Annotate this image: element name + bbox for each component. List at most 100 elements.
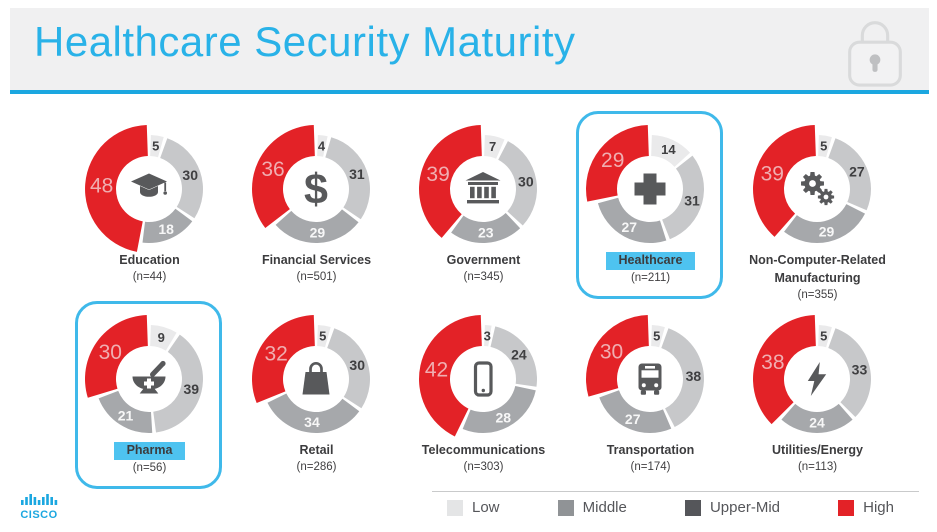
segment-upper_mid <box>599 390 672 433</box>
industry-n-label: (n=303) <box>463 461 504 473</box>
industry-n-label: (n=355) <box>797 289 838 301</box>
bank-icon <box>465 172 501 204</box>
industry-label-block: Financial Services (n=501) <box>233 251 400 283</box>
industry-label-block: Utilities/Energy (n=113) <box>734 441 901 473</box>
industry-label-block: Pharma (n=56) <box>66 441 233 474</box>
segment-value-middle: 24 <box>511 346 527 362</box>
lightning-bolt-icon <box>807 362 827 396</box>
segment-value-upper_mid: 34 <box>304 414 320 430</box>
industry-label-block: Non-Computer-Related Manufacturing (n=355… <box>734 251 901 301</box>
shopping-bag-icon <box>302 362 330 395</box>
segment-value-low: 5 <box>152 139 159 154</box>
chart-row-1: 5 30 18 48 Education (n=44) $4 31 29 36 Financ… <box>66 111 901 301</box>
industry-label-block: Government (n=345) <box>400 251 567 283</box>
segment-value-high: 29 <box>601 149 624 172</box>
segment-value-upper_mid: 27 <box>621 219 637 235</box>
segment-high <box>753 125 816 237</box>
industry-n-label: (n=174) <box>630 461 671 473</box>
segment-middle <box>153 334 203 433</box>
segment-high <box>251 125 315 229</box>
industry-card-transportation: 5 38 27 30 Transportation (n=174) <box>567 302 734 489</box>
industry-n-label: (n=501) <box>296 271 337 283</box>
legend-swatch-high <box>838 499 855 516</box>
smartphone-icon <box>473 361 493 397</box>
segment-low <box>317 135 328 157</box>
legend-label: Middle <box>582 499 627 516</box>
chart-row-2: 9 39 21 30 Pharma (n=56) 5 30 34 32 Retail (n=… <box>66 301 901 489</box>
industry-card-government: 7 30 23 39 Government (n=345) <box>400 112 567 299</box>
segment-low <box>150 325 177 351</box>
segment-value-low: 5 <box>653 329 660 344</box>
industry-name: Transportation <box>606 443 695 457</box>
segment-high <box>419 125 482 238</box>
donut-chart-telecommunications: 3 24 28 42 <box>419 315 538 437</box>
segment-value-high: 39 <box>426 163 449 186</box>
segment-middle <box>498 141 537 226</box>
industry-card-pharma: 9 39 21 30 Pharma (n=56) <box>66 301 233 489</box>
industry-n-label: (n=211) <box>630 271 671 284</box>
donut-chart-government: 7 30 23 39 <box>419 125 537 244</box>
segment-value-low: 5 <box>820 139 827 154</box>
segment-value-low: 14 <box>661 142 676 157</box>
segment-value-low: 5 <box>820 329 827 344</box>
header-accent-line <box>10 90 929 94</box>
legend-swatch-middle <box>557 499 574 516</box>
industry-card-utilities-energy: 5 33 24 38 Utilities/Energy (n=113) <box>734 302 901 489</box>
industry-name: Financial Services <box>261 253 372 267</box>
industry-card-telecommunications: 3 24 28 42 Telecommunications (n=303) <box>400 302 567 489</box>
segment-middle <box>662 155 705 240</box>
segment-middle <box>828 138 871 211</box>
segment-value-low: 3 <box>484 328 491 343</box>
segment-value-upper_mid: 29 <box>819 223 835 239</box>
legend-label: Upper-Mid <box>709 499 780 516</box>
industry-name: Telecommunications <box>421 443 546 457</box>
segment-upper_mid <box>597 197 667 243</box>
segment-middle <box>325 137 371 220</box>
segment-middle <box>828 328 871 418</box>
segment-value-middle: 30 <box>182 167 198 183</box>
legend-label: High <box>863 499 894 516</box>
legend-item-high: High <box>838 499 894 516</box>
segment-low <box>818 135 832 158</box>
segment-low <box>818 325 832 348</box>
segment-value-high: 48 <box>90 175 113 198</box>
segment-value-upper_mid: 28 <box>496 409 512 425</box>
segment-value-middle: 31 <box>349 166 365 182</box>
segment-low <box>317 325 331 348</box>
donut-chart-healthcare: 14 31 27 29 <box>586 125 705 243</box>
industry-n-label: (n=113) <box>797 461 838 473</box>
dollar-icon: $ <box>304 166 328 214</box>
cisco-logo-bars-icon <box>21 494 58 505</box>
industry-n-label: (n=44) <box>132 271 167 283</box>
industry-card-non-computer-related-manufacturing: 5 27 29 39 Non-Computer-Related Manufacturin… <box>734 112 901 301</box>
industry-name: Utilities/Energy <box>772 443 863 457</box>
segment-value-high: 30 <box>600 340 623 363</box>
donut-chart-non-computer-related-manufacturing: 5 27 29 39 <box>753 125 871 243</box>
segment-value-high: 36 <box>261 158 284 181</box>
segment-value-high: 39 <box>761 162 784 185</box>
donut-chart-transportation: 5 38 27 30 <box>586 315 704 433</box>
industry-label-block: Transportation (n=174) <box>567 441 734 473</box>
donut-chart-education: 5 30 18 48 <box>85 125 203 252</box>
segment-upper_mid <box>275 209 359 243</box>
cisco-logo: cisco <box>16 492 62 521</box>
segment-value-middle: 39 <box>183 381 199 397</box>
segment-upper_mid <box>98 390 153 433</box>
donut-chart-pharma: 9 39 21 30 <box>85 315 203 433</box>
segment-value-upper_mid: 27 <box>625 411 641 427</box>
segment-high <box>753 315 816 425</box>
segment-high <box>419 315 482 437</box>
segment-low <box>150 135 164 158</box>
industry-card-education: 5 30 18 48 Education (n=44) <box>66 112 233 299</box>
industry-name: Retail <box>299 443 334 457</box>
segment-value-middle: 27 <box>849 164 865 180</box>
slide-header: Healthcare Security Maturity <box>10 8 929 90</box>
segment-high <box>586 315 649 397</box>
industry-n-label: (n=286) <box>296 461 337 473</box>
industry-label-block: Telecommunications (n=303) <box>400 441 567 473</box>
segment-value-high: 32 <box>264 343 287 366</box>
segment-high <box>252 315 315 404</box>
segment-middle <box>160 138 203 219</box>
segment-value-low: 5 <box>319 329 326 344</box>
segment-low <box>651 325 665 348</box>
